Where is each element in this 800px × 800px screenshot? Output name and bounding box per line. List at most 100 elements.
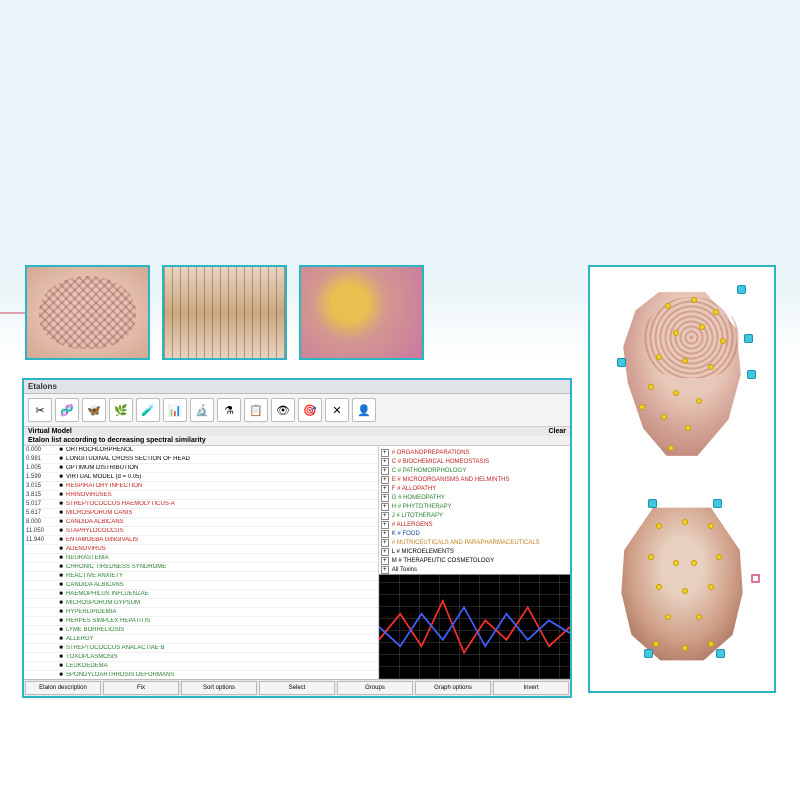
diagnostic-marker[interactable]: [648, 384, 654, 390]
expand-icon[interactable]: +: [381, 485, 389, 493]
category-item[interactable]: +J # LITOTHERAPY: [381, 511, 568, 520]
diagnostic-marker[interactable]: [713, 499, 722, 508]
list-item[interactable]: 0.000■ORTHOCHLORPHENOL: [24, 446, 378, 455]
footer-button[interactable]: Sort options: [181, 681, 257, 695]
list-item[interactable]: ■SPONDYLOARTHROSIS DEFORMANS: [24, 671, 378, 679]
list-item[interactable]: 3.815■RHINOVIRUSES: [24, 491, 378, 500]
category-item[interactable]: +F # ALLOPATHY: [381, 484, 568, 493]
list-item[interactable]: ■REACTIVE ANXIETY: [24, 572, 378, 581]
list-item[interactable]: ■CANDIDA ALBICANS: [24, 581, 378, 590]
list-item[interactable]: 1.005■OPTIMUM DISTRIBUTION: [24, 464, 378, 473]
toolbar-button-10[interactable]: 🎯: [298, 398, 322, 422]
expand-icon[interactable]: +: [381, 566, 389, 574]
diagnostic-marker[interactable]: [737, 285, 746, 294]
expand-icon[interactable]: +: [381, 539, 389, 547]
footer-button[interactable]: Invert: [493, 681, 569, 695]
toolbar-button-9[interactable]: 👁: [271, 398, 295, 422]
diagnostic-marker[interactable]: [744, 334, 753, 343]
diagnostic-marker[interactable]: [682, 358, 688, 364]
toolbar-button-0[interactable]: ✂: [28, 398, 52, 422]
diagnostic-marker[interactable]: [699, 324, 705, 330]
diagnostic-marker[interactable]: [747, 370, 756, 379]
category-item[interactable]: +C # PATHOMORPHOLOGY: [381, 466, 568, 475]
diagnostic-marker[interactable]: [691, 560, 697, 566]
list-item[interactable]: 8.000■CANDIDA ALBICANS: [24, 518, 378, 527]
diagnostic-marker[interactable]: [708, 641, 714, 647]
diagnostic-marker[interactable]: [708, 364, 714, 370]
expand-icon[interactable]: +: [381, 458, 389, 466]
list-item[interactable]: 5.017■STREPTOCOCCUS HAEMOLYTICUS-A: [24, 500, 378, 509]
toolbar-button-4[interactable]: 🧪: [136, 398, 160, 422]
diagnostic-marker[interactable]: [691, 297, 697, 303]
list-item[interactable]: ■CHRONIC TIREDNESS SYNDROME: [24, 563, 378, 572]
list-item[interactable]: 5.617■MICROSPORUM CANIS: [24, 509, 378, 518]
toolbar-button-7[interactable]: ⚗: [217, 398, 241, 422]
expand-icon[interactable]: +: [381, 467, 389, 475]
expand-icon[interactable]: +: [381, 557, 389, 565]
diagnostic-marker[interactable]: [720, 338, 726, 344]
diagnostic-marker[interactable]: [668, 445, 674, 451]
toolbar-button-6[interactable]: 🔬: [190, 398, 214, 422]
diagnostic-marker[interactable]: [751, 574, 760, 583]
category-item[interactable]: +C # BIOCHEMICAL HOMEOSTASIS: [381, 457, 568, 466]
category-item[interactable]: +# ORGANOPREPARATIONS: [381, 448, 568, 457]
list-item[interactable]: 0.981■LONGITUDINAL CROSS SECTION OF HEAD: [24, 455, 378, 464]
diagnostic-marker[interactable]: [644, 649, 653, 658]
toolbar-button-8[interactable]: 📋: [244, 398, 268, 422]
list-item[interactable]: ■STREPTOCOCCUS ANALACTIAE B: [24, 644, 378, 653]
list-item[interactable]: 3.015■RESPIRATORY INFECTION: [24, 482, 378, 491]
category-item[interactable]: +M # THERAPEUTIC COSMETOLOGY: [381, 556, 568, 565]
list-item[interactable]: ■MICROSPORUM GYPSUM: [24, 599, 378, 608]
category-item[interactable]: +All Toxins: [381, 565, 568, 574]
footer-button[interactable]: Select: [259, 681, 335, 695]
diagnostic-marker[interactable]: [653, 641, 659, 647]
category-item[interactable]: +G # HOMEOPATHY: [381, 493, 568, 502]
footer-button[interactable]: Etalon description: [25, 681, 101, 695]
thumbnail-tissue[interactable]: [162, 265, 287, 360]
list-item[interactable]: 11.940■ENTAMOEBA GINGIVALIS: [24, 536, 378, 545]
expand-icon[interactable]: +: [381, 503, 389, 511]
category-item[interactable]: +L # MICROELEMENTS: [381, 547, 568, 556]
footer-button[interactable]: Fix: [103, 681, 179, 695]
list-item[interactable]: ■HYPERLIPIDEMIA: [24, 608, 378, 617]
list-item[interactable]: ■TOXOPLASMOSIS: [24, 653, 378, 662]
expand-icon[interactable]: +: [381, 521, 389, 529]
anatomy-sagittal[interactable]: [596, 273, 768, 475]
expand-icon[interactable]: +: [381, 512, 389, 520]
category-item[interactable]: +# ALLERGENS: [381, 520, 568, 529]
category-item[interactable]: +# NUTRICEUTICALS AND PARAPHARMACEUTICAL…: [381, 538, 568, 547]
thumbnail-cells[interactable]: [299, 265, 424, 360]
footer-button[interactable]: Groups: [337, 681, 413, 695]
category-item[interactable]: +K # FOOD: [381, 529, 568, 538]
diagnostic-marker[interactable]: [696, 398, 702, 404]
toolbar-button-12[interactable]: 👤: [352, 398, 376, 422]
list-item[interactable]: ■LYME BORRELIOSIS: [24, 626, 378, 635]
expand-icon[interactable]: +: [381, 449, 389, 457]
category-item[interactable]: +H # PHYTOTHERAPY: [381, 502, 568, 511]
footer-button[interactable]: Graph options: [415, 681, 491, 695]
list-item[interactable]: ■HAEMOPHILUS INFLUENZAE: [24, 590, 378, 599]
anatomy-coronal[interactable]: [596, 483, 768, 685]
diagnostic-marker[interactable]: [682, 645, 688, 651]
diagnostic-marker[interactable]: [656, 354, 662, 360]
diagnostic-marker[interactable]: [708, 584, 714, 590]
diagnostic-marker[interactable]: [716, 649, 725, 658]
expand-icon[interactable]: +: [381, 530, 389, 538]
expand-icon[interactable]: +: [381, 548, 389, 556]
list-item[interactable]: 11.050■STAPHYLOCOCCUS: [24, 527, 378, 536]
expand-icon[interactable]: +: [381, 476, 389, 484]
toolbar-button-5[interactable]: 📊: [163, 398, 187, 422]
thumbnail-brain[interactable]: [25, 265, 150, 360]
list-item[interactable]: ■LEUKOEDEMA: [24, 662, 378, 671]
diagnostic-marker[interactable]: [685, 425, 691, 431]
etalon-list[interactable]: 0.000■ORTHOCHLORPHENOL0.981■LONGITUDINAL…: [24, 446, 379, 679]
diagnostic-marker[interactable]: [673, 330, 679, 336]
category-item[interactable]: +E # MICROORGANISMS AND HELMINTHS: [381, 475, 568, 484]
diagnostic-marker[interactable]: [648, 499, 657, 508]
list-item[interactable]: 1.599■VIRTUAL MODEL (d = 0.05): [24, 473, 378, 482]
diagnostic-marker[interactable]: [682, 588, 688, 594]
list-item[interactable]: ■NEURASTENIA: [24, 554, 378, 563]
expand-icon[interactable]: +: [381, 494, 389, 502]
list-item[interactable]: ■HERPES SIMPLEX HEPATITIS: [24, 617, 378, 626]
category-tree[interactable]: +# ORGANOPREPARATIONS+C # BIOCHEMICAL HO…: [379, 446, 570, 574]
